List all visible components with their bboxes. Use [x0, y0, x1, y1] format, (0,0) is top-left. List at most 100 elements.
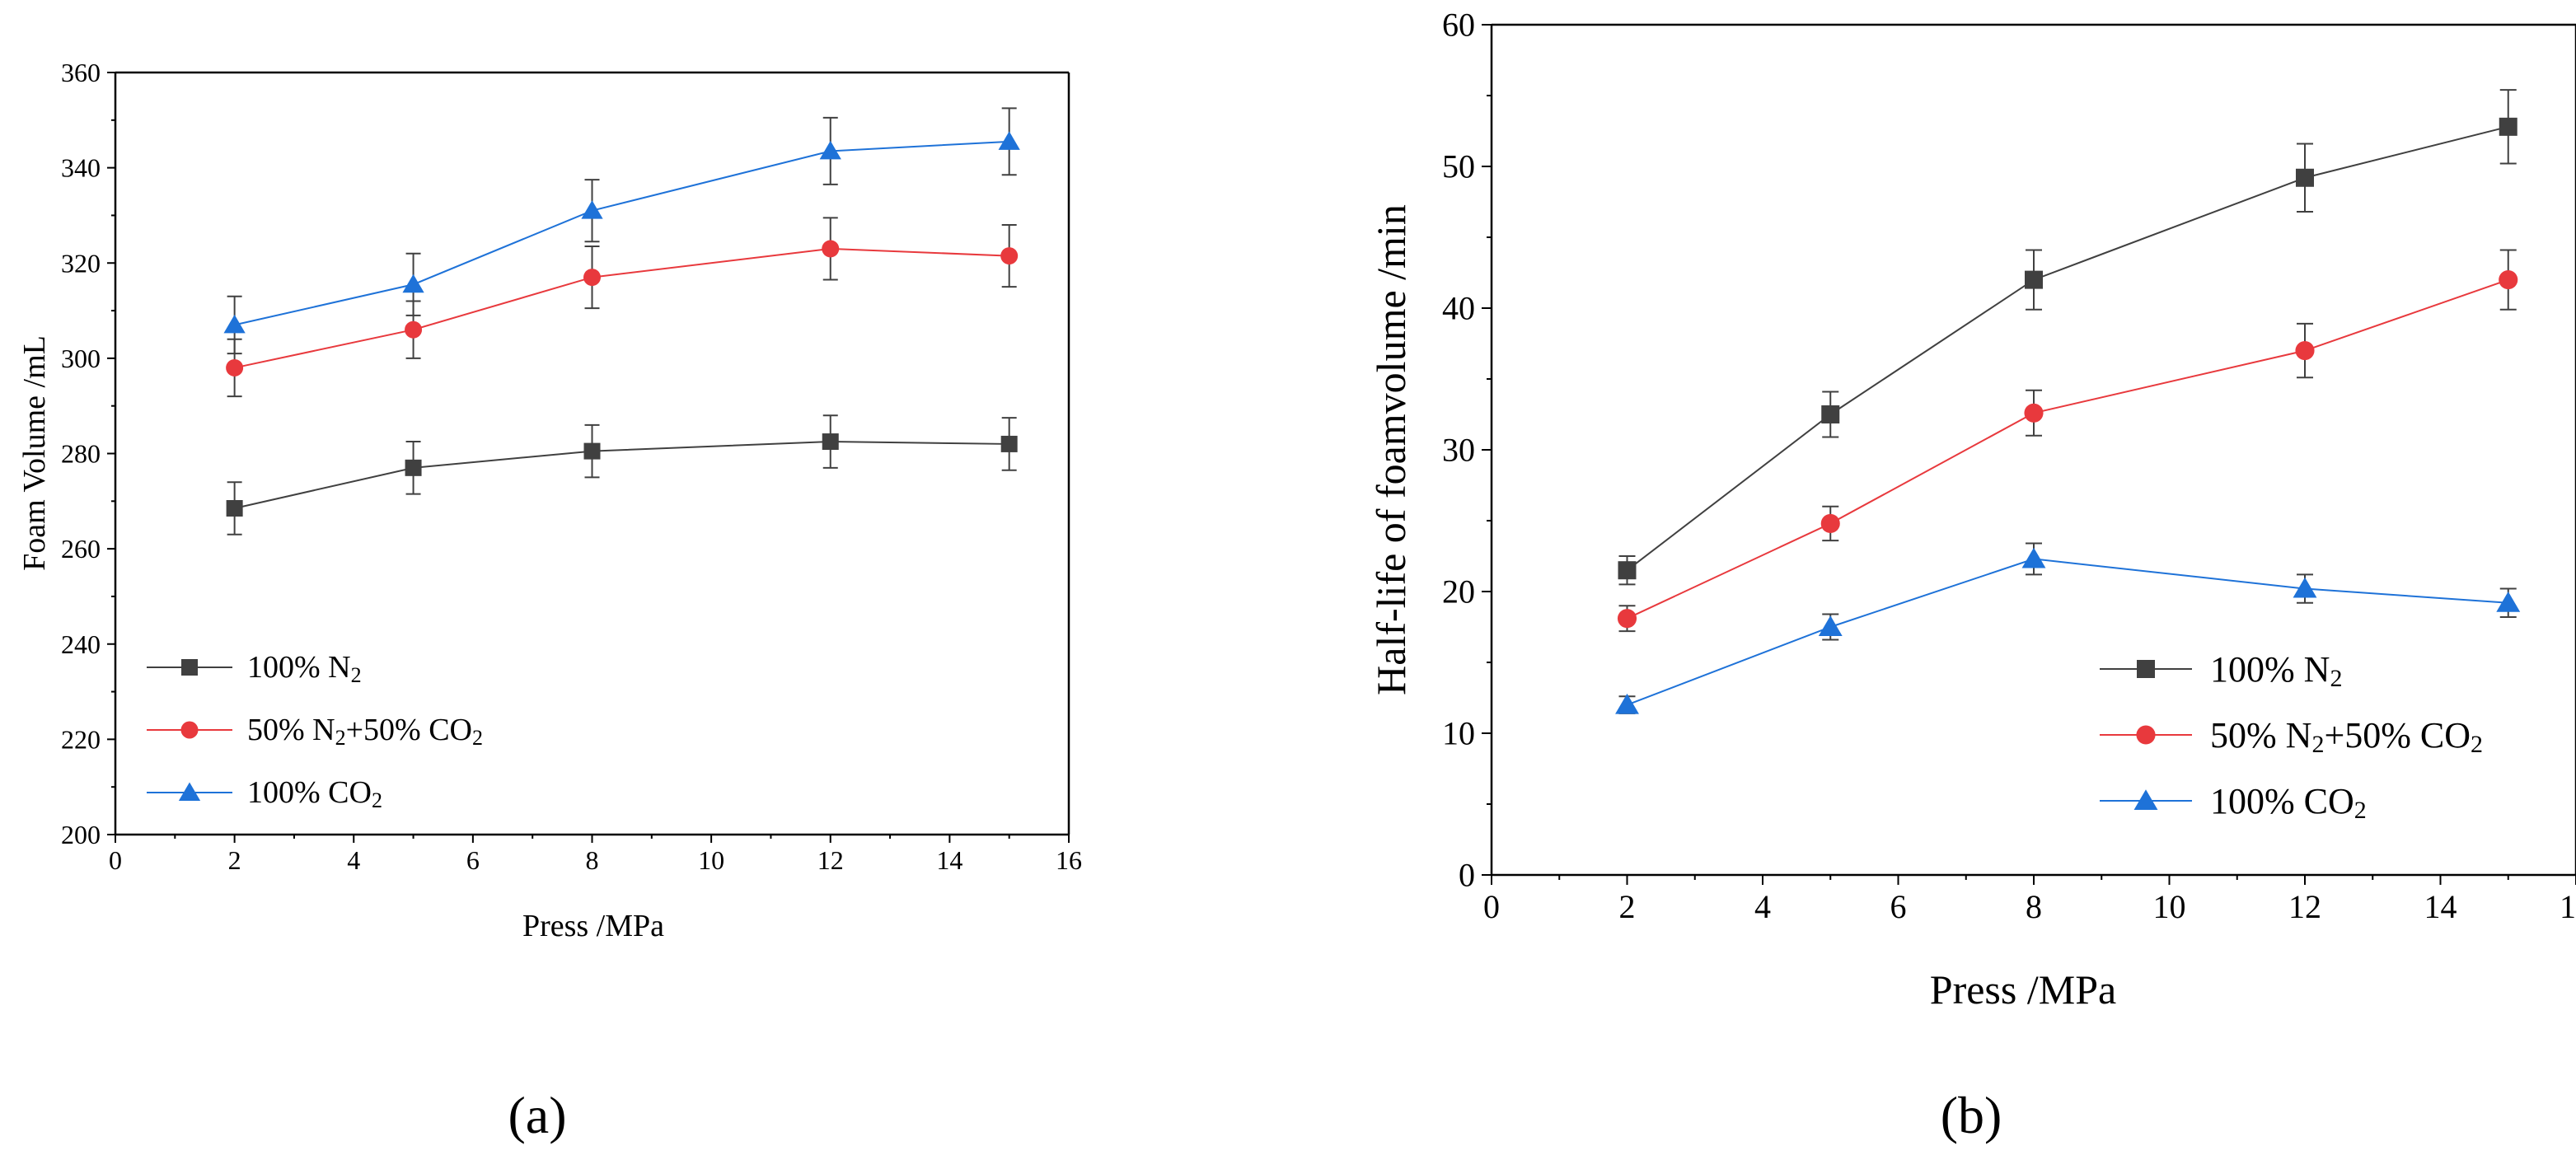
chart-a-series-n2-point	[822, 433, 839, 451]
chart-b-legend-mix-subscript: 2	[2311, 731, 2324, 758]
chart-a-legend-mix: 50% N2+50% CO2	[147, 713, 483, 750]
chart-a-series-co2-point	[402, 274, 424, 293]
chart-a-x-tick-label: 4	[347, 845, 360, 875]
chart-b-series-mix-point	[1820, 513, 1840, 533]
chart-a-series-n2-point	[226, 499, 243, 517]
chart-a-y-axis-title: Foam Volume /mL	[17, 335, 52, 571]
chart-b-series-co2-point	[1818, 615, 1843, 636]
chart-a-x-tick-label: 14	[936, 845, 962, 875]
chart-b-x-tick-label: 14	[2424, 888, 2457, 925]
chart-b-series-mix-line	[1627, 278, 2509, 620]
chart-b-x-tick-label: 2	[1619, 888, 1636, 925]
chart-b-legend-n2-label: 100% N2	[2210, 649, 2342, 692]
chart-a-series-mix-point	[822, 240, 840, 258]
chart-a-x-tick-label: 8	[586, 845, 599, 875]
chart-b-series-mix-point	[2295, 341, 2315, 361]
chart-b-legend-co2: 100% CO2	[2100, 781, 2367, 824]
chart-b-series-co2-line	[1627, 558, 2508, 706]
chart-b-series-co2-point	[2496, 592, 2521, 612]
chart-a-y-tick-label: 260	[61, 534, 101, 564]
chart-b-y-tick-label: 60	[1442, 7, 1475, 44]
chart-a-legend-mix-label: 50% N2+50% CO2	[247, 713, 483, 750]
chart-a-legend-co2-label: 100% CO2	[247, 775, 382, 812]
chart-a-legend-mix-subscript: 2	[335, 726, 346, 750]
chart-b-series-n2-line	[1626, 125, 2508, 571]
chart-b-legend-co2-subscript: 2	[2354, 797, 2367, 824]
chart-b-y-tick-label: 50	[1442, 148, 1475, 185]
chart-b-series-mix-point	[2024, 403, 2044, 423]
chart-b-series-co2-point	[2021, 547, 2046, 568]
chart-a-series-co2-line	[234, 140, 1009, 326]
chart-a-legend-mix-text: 50% N	[247, 713, 335, 747]
chart-b-legend-n2-marker	[2137, 660, 2155, 678]
chart-a-y-tick-label: 280	[61, 439, 101, 469]
chart-b-x-axis-title: Press /MPa	[1930, 966, 2116, 1013]
chart-b-legend-mix-text: 50% N	[2210, 715, 2311, 755]
chart-a-y-tick-label: 200	[61, 820, 101, 849]
chart-a-legend-n2-label: 100% N2	[247, 650, 362, 687]
chart-b-x-tick-label: 0	[1483, 888, 1500, 925]
chart-b-y-tick-label: 0	[1459, 857, 1475, 894]
chart-a-series-n2-point	[405, 459, 422, 476]
chart-b-x-tick-label: 16	[2560, 888, 2576, 925]
chart-b-legend-co2-marker	[2133, 789, 2158, 810]
chart-b-series-mix-point	[1617, 609, 1637, 629]
chart-a-legend-n2-text: 100% N	[247, 650, 351, 685]
chart-b-series-co2-point	[2293, 577, 2317, 598]
chart-a-series-mix-point	[583, 269, 601, 287]
chart-b-legend-mix-text: +50% CO	[2324, 715, 2471, 755]
chart-a-legend-mix-marker	[180, 721, 199, 739]
chart-a-x-tick-label: 0	[109, 845, 122, 875]
chart-a-series-mix-point	[405, 320, 423, 339]
chart-b-y-tick-label: 20	[1442, 573, 1475, 610]
chart-a-legend-n2-marker	[181, 659, 198, 676]
chart-a-x-axis-title: Press /MPa	[522, 909, 664, 943]
chart-b-series-n2-point	[2025, 270, 2043, 289]
chart-a-series-mix-point	[1000, 247, 1019, 265]
chart-a-series-co2-point	[581, 200, 603, 219]
chart-a-series-mix-point	[226, 358, 244, 377]
chart-a-series-co2-point	[998, 131, 1020, 150]
chart-a-series-mix	[226, 217, 1019, 398]
chart-b-series-mix	[1617, 249, 2518, 633]
chart-a-series-mix-line	[234, 247, 1009, 369]
chart-a-series-co2	[223, 107, 1020, 355]
chart-a-series-co2-point	[819, 140, 841, 160]
chart-b-y-tick-label: 40	[1442, 290, 1475, 327]
chart-b-series-co2-point	[1615, 693, 1639, 714]
chart-b-legend-n2-subscript: 2	[2330, 665, 2342, 692]
chart-b-series-n2-point	[2499, 117, 2517, 136]
chart-b-x-tick-label: 8	[2026, 888, 2042, 925]
chart-b-series-n2-point	[1821, 405, 1840, 423]
chart-a-x-tick-label: 2	[228, 845, 241, 875]
chart-a-x-tick-label: 12	[817, 845, 844, 875]
chart-a-y-tick-label: 340	[61, 153, 101, 183]
chart-a-foam-volume: 0 2 4 6 8 10 12 14 16 200 220 240 260 280 300 320 340 360…	[17, 58, 1082, 1144]
chart-b-panel-label: (b)	[1941, 1086, 2002, 1144]
chart-a-legend-co2-subscript: 2	[372, 788, 382, 812]
chart-a-series-n2-point	[1000, 435, 1018, 452]
chart-b-legend-n2-text: 100% N	[2210, 649, 2330, 690]
chart-a-x-tick-label: 6	[466, 845, 480, 875]
chart-b-half-life: 0 2 4 6 8 10 12 14 16 0 10 20 30 40 50 60 Press /MPa Half…	[1368, 7, 2576, 1144]
chart-a-series-n2-line	[234, 441, 1009, 509]
chart-b-series-n2	[1618, 89, 2517, 586]
chart-b-series-mix-point	[2499, 270, 2518, 290]
chart-b-y-axis-title: Half-life of foamvolume /min	[1368, 204, 1414, 695]
chart-a-y-tick-label: 320	[61, 248, 101, 278]
chart-a-x-tick-label: 10	[698, 845, 724, 875]
chart-a-legend-n2-subscript: 2	[351, 663, 362, 687]
chart-a-legend-mix-text: +50% CO	[346, 713, 472, 747]
chart-a-legend-co2-marker	[178, 782, 201, 801]
chart-a-legend-co2-text: 100% CO	[247, 775, 372, 810]
chart-b-y-tick-label: 10	[1442, 715, 1475, 752]
chart-a-series-n2-point	[583, 442, 601, 460]
chart-a-y-tick-label: 300	[61, 344, 101, 373]
chart-b-y-tick-label: 30	[1442, 432, 1475, 469]
chart-a-series-n2	[226, 414, 1018, 536]
chart-a-legend-mix-subscript: 2	[472, 726, 483, 750]
chart-b-legend-n2: 100% N2	[2100, 649, 2342, 692]
chart-b-legend-co2-label: 100% CO2	[2210, 781, 2367, 824]
chart-b-legend-co2-text: 100% CO	[2210, 781, 2354, 821]
